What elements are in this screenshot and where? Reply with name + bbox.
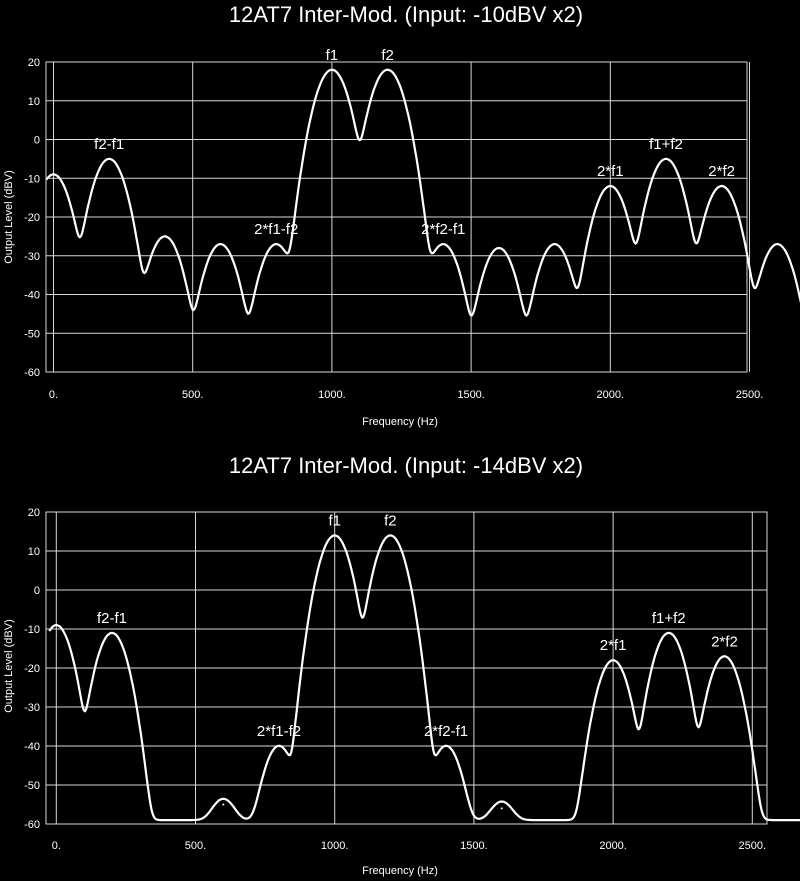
y-tick-label: 0 (34, 585, 40, 597)
peak-point (497, 247, 500, 249)
peak-point (723, 655, 726, 658)
x-tick-label: 2000. (599, 840, 627, 852)
peak-annotation: f2-f1 (94, 136, 124, 153)
x-tick-label: 2000. (597, 389, 625, 401)
y-tick-label: -40 (24, 741, 40, 753)
peak-point (776, 243, 779, 246)
peak-point (110, 631, 113, 634)
chart-14dbv: 12AT7 Inter-Mod. (Input: -14dBV x2) Freq… (3, 453, 800, 877)
peak-point (609, 185, 612, 187)
plot-frame (45, 61, 748, 373)
y-tick-label: -60 (24, 367, 40, 379)
x-tick-label: 1000. (321, 840, 349, 852)
y-axis-label: Output Level (dBV) (3, 170, 15, 264)
peak-point (333, 534, 336, 537)
x-tick-label: 1500. (457, 389, 485, 401)
peak-annotation: f1+f2 (652, 610, 686, 627)
peak-point (389, 534, 392, 537)
y-tick-label: -10 (24, 624, 40, 636)
y-tick-label: 20 (28, 507, 40, 519)
peak-point (720, 185, 723, 187)
peak-point (108, 157, 111, 160)
spectrum-trace (45, 68, 800, 317)
peak-point (278, 745, 281, 747)
y-tick-label: -20 (24, 212, 40, 224)
peak-annotation: 2*f1 (597, 163, 624, 180)
y-tick-label: 0 (34, 135, 40, 147)
peak-annotation: f1+f2 (649, 136, 683, 153)
peak-annotation: f1 (326, 47, 339, 64)
peak-point (553, 243, 556, 246)
peak-annotation: 2*f2 (708, 163, 735, 180)
peak-annotation: 2*f2-f1 (421, 221, 465, 238)
peak-point (500, 807, 503, 810)
y-tick-label: 20 (28, 57, 40, 69)
peak-point (55, 624, 58, 627)
y-tick-label: -30 (24, 251, 40, 263)
peak-annotation: f2 (384, 512, 397, 529)
peak-point (445, 745, 448, 747)
x-tick-label: 1000. (318, 389, 346, 401)
peak-annotation: 2*f2 (711, 633, 738, 650)
x-axis-label: Frequency (Hz) (362, 416, 438, 428)
y-tick-label: -10 (24, 173, 40, 185)
y-tick-label: -40 (24, 290, 40, 302)
peak-annotation: f2 (381, 47, 394, 64)
peak-point (330, 68, 333, 71)
peak-point (667, 631, 670, 634)
y-tick-label: -50 (24, 328, 40, 340)
x-tick-label: 2500. (736, 389, 764, 401)
peak-point (664, 157, 667, 160)
chart-10dbv: 12AT7 Inter-Mod. (Input: -10dBV x2) Freq… (3, 2, 800, 428)
peak-point (163, 235, 166, 238)
peak-point (222, 803, 225, 806)
x-tick-label: 2500. (739, 840, 767, 852)
y-tick-label: 10 (28, 96, 40, 108)
x-axis-label: Frequency (Hz) (362, 865, 438, 877)
peak-annotation: 2*f2-f1 (424, 723, 468, 740)
x-tick-label: 500. (185, 840, 206, 852)
peak-point (52, 173, 55, 176)
chart-title: 12AT7 Inter-Mod. (Input: -14dBV x2) (229, 453, 583, 478)
x-tick-label: 500. (182, 389, 203, 401)
y-tick-label: -50 (24, 780, 40, 792)
peak-annotation: 2*f1-f2 (254, 221, 298, 238)
y-tick-label: 10 (28, 546, 40, 558)
peak-point (442, 243, 445, 246)
spectrum-trace (48, 534, 800, 822)
y-tick-label: -60 (24, 819, 40, 831)
peak-point (219, 243, 222, 246)
y-tick-label: -20 (24, 663, 40, 675)
x-tick-label: 0. (49, 389, 58, 401)
y-tick-label: -30 (24, 702, 40, 714)
peak-point (386, 68, 389, 71)
peak-annotation: 2*f1 (600, 637, 627, 654)
chart-title: 12AT7 Inter-Mod. (Input: -10dBV x2) (229, 2, 583, 27)
x-tick-label: 0. (52, 840, 61, 852)
x-tick-label: 1500. (460, 840, 488, 852)
peak-point (275, 243, 278, 246)
peak-annotation: f2-f1 (97, 610, 127, 627)
peak-annotation: 2*f1-f2 (257, 723, 301, 740)
y-axis-label: Output Level (dBV) (3, 619, 15, 713)
plot-frame (45, 511, 768, 825)
peak-point (612, 659, 615, 662)
peak-annotation: f1 (328, 512, 341, 529)
